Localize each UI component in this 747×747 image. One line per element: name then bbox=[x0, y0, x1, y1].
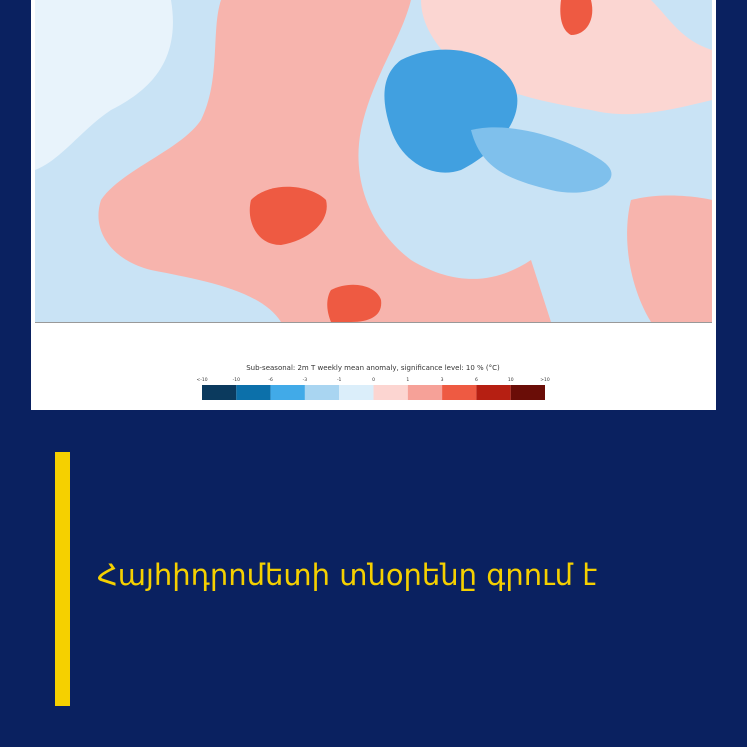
pale-area bbox=[35, 0, 173, 170]
scale-label: 6 bbox=[475, 377, 478, 383]
scale-swatch bbox=[304, 385, 340, 400]
map: Sub-seasonal: 2m T weekly mean anomaly, … bbox=[35, 0, 712, 400]
scale-swatch bbox=[442, 385, 477, 400]
scale-swatch bbox=[476, 385, 511, 400]
scale-swatch bbox=[339, 385, 374, 400]
map-caption: Sub-seasonal: 2m T weekly mean anomaly, … bbox=[246, 364, 500, 372]
scale-swatch bbox=[270, 385, 305, 400]
scale-label: <-10 bbox=[196, 377, 207, 383]
scale-label: -10 bbox=[233, 377, 240, 383]
scale-label: -3 bbox=[303, 377, 308, 383]
scale-swatch bbox=[510, 385, 545, 400]
warm-area bbox=[98, 0, 551, 322]
accent-bar bbox=[55, 452, 70, 706]
scale-swatch bbox=[202, 385, 237, 400]
scale-label: 0 bbox=[372, 377, 375, 383]
scale-label: 3 bbox=[441, 377, 444, 383]
hot-area bbox=[560, 0, 593, 35]
headline: Հայհիդրոմետի տնօրենը գրում է bbox=[97, 558, 598, 592]
warm-area bbox=[421, 0, 712, 115]
map-panel: Sub-seasonal: 2m T weekly mean anomaly, … bbox=[31, 0, 716, 410]
scale-label: >10 bbox=[540, 377, 550, 383]
scale-label: 10 bbox=[508, 377, 514, 383]
scale-swatch bbox=[373, 385, 408, 400]
cold-area bbox=[471, 127, 612, 193]
scale-swatch bbox=[407, 385, 443, 400]
scale-swatch bbox=[236, 385, 271, 400]
scale-label: -6 bbox=[268, 377, 273, 383]
color-scale: <-10 -10 -6 -3 -1 0 1 3 6 10 >10 bbox=[196, 377, 550, 400]
scale-label: 1 bbox=[406, 377, 409, 383]
map-border bbox=[35, 322, 712, 323]
hot-area bbox=[249, 186, 327, 245]
hot-area bbox=[327, 284, 382, 322]
scale-label: -1 bbox=[337, 377, 342, 383]
warm-area bbox=[627, 195, 712, 322]
